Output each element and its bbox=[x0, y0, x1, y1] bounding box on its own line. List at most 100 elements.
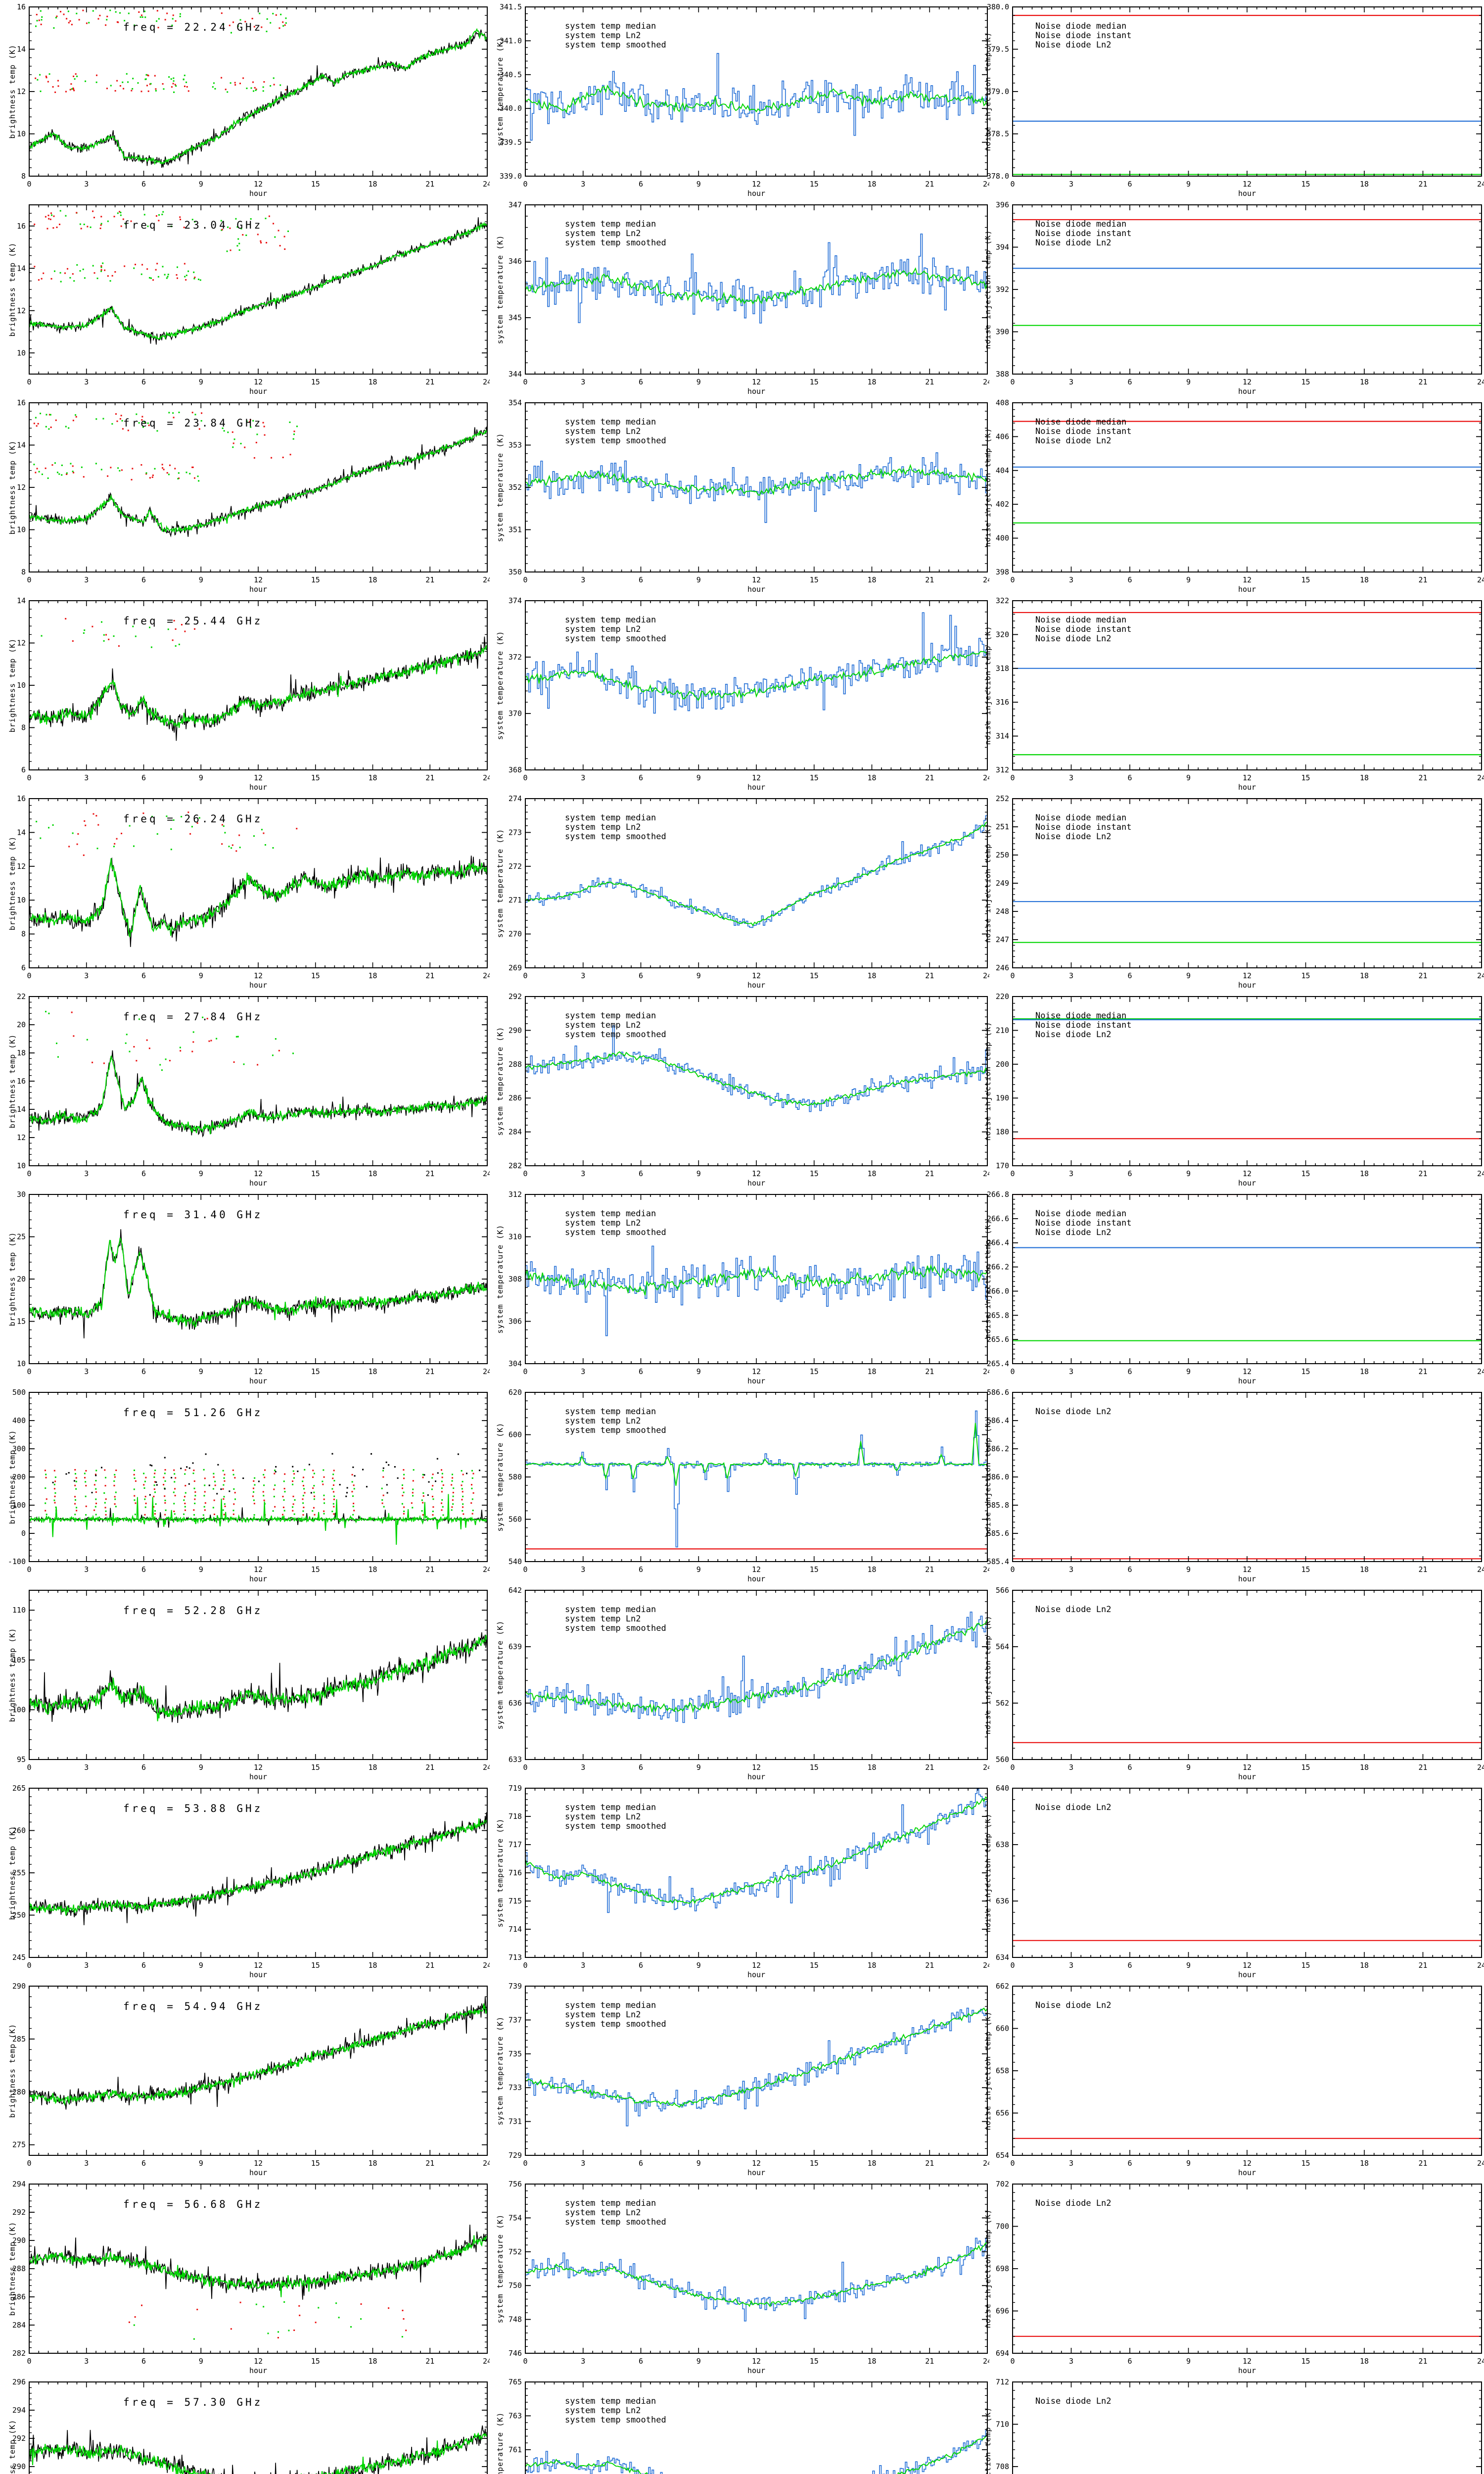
plot-area bbox=[525, 1245, 987, 1336]
x-tick-label: 21 bbox=[1418, 1565, 1427, 1574]
x-axis-label: hour bbox=[1238, 1377, 1256, 1385]
x-tick-label: 15 bbox=[1301, 971, 1310, 980]
legend-system-temp-ln2: system temp Ln2 bbox=[565, 1416, 641, 1426]
x-tick-label: 0 bbox=[1010, 378, 1015, 386]
x-tick-label: 24 bbox=[983, 1367, 989, 1376]
x-tick-label: 3 bbox=[1069, 2159, 1073, 2168]
y-axis-label: brightness temp (K) bbox=[8, 1232, 17, 1327]
x-tick-label: 6 bbox=[639, 2357, 643, 2366]
x-tick-label: 0 bbox=[523, 180, 527, 189]
x-tick-label: 9 bbox=[199, 378, 203, 386]
y-tick-label: 10 bbox=[17, 681, 26, 690]
y-tick-label: 260 bbox=[12, 1826, 26, 1835]
y-tick-label: 274 bbox=[509, 794, 522, 803]
y-tick-label: 306 bbox=[509, 1317, 522, 1326]
x-tick-label: 21 bbox=[1418, 971, 1427, 980]
y-tick-label: 16 bbox=[17, 794, 26, 803]
freq-title: freq = 22.24 GHz bbox=[123, 21, 263, 33]
row-6-right-plot: Noise diode median Noise diode instant Noi… bbox=[985, 990, 1484, 1188]
legend-noise-diode-ln2: Noise diode Ln2 bbox=[1035, 1803, 1112, 1812]
x-tick-label: 0 bbox=[1010, 180, 1015, 189]
legend-system-temp-median: system temp median bbox=[565, 1605, 656, 1615]
row-5-left-plot: freq = 26.24 GHz 0 3 6 9 12 15 18 21 24 6 8 10 12 14 16… bbox=[0, 792, 490, 990]
x-tick-label: 12 bbox=[1243, 2159, 1252, 2168]
plot-area bbox=[525, 2004, 987, 2127]
x-tick-label: 12 bbox=[254, 180, 263, 189]
row-11-left-svg: freq = 54.94 GHz 0 3 6 9 12 15 18 21 24 275 280 285 2… bbox=[8, 1982, 490, 2177]
row-6-left-plot: freq = 27.84 GHz 0 3 6 9 12 15 18 21 24 10 12 14 16 18… bbox=[0, 990, 490, 1188]
y-tick-label: 717 bbox=[509, 1840, 522, 1849]
y-tick-label: 379.5 bbox=[987, 45, 1009, 54]
x-tick-label: 24 bbox=[483, 1169, 490, 1178]
legend-noise-diode-ln2: Noise diode Ln2 bbox=[1035, 436, 1112, 446]
x-tick-label: 18 bbox=[867, 1169, 876, 1178]
row-12-right-svg: Noise diode Ln2 0 3 6 9 12 15 18 21 24 694 696 698 70… bbox=[985, 2180, 1484, 2375]
y-tick-label: 350 bbox=[509, 568, 522, 576]
legend-system-temp-ln2: system temp Ln2 bbox=[565, 427, 641, 436]
row-13-mid-plot: system temp median system temp Ln2 system … bbox=[495, 2375, 989, 2474]
x-tick-label: 3 bbox=[581, 2159, 585, 2168]
x-axis-label: hour bbox=[249, 1179, 267, 1188]
y-axis-label: brightness temp (K) bbox=[8, 45, 17, 139]
y-tick-label: 6 bbox=[21, 765, 26, 774]
y-tick-label: 714 bbox=[509, 1925, 522, 1934]
plot-area bbox=[29, 2425, 487, 2474]
x-tick-label: 18 bbox=[1360, 180, 1369, 189]
x-tick-label: 12 bbox=[1243, 1565, 1252, 1574]
y-tick-label: 294 bbox=[12, 2180, 26, 2189]
x-tick-label: 21 bbox=[1418, 1961, 1427, 1970]
x-tick-label: 12 bbox=[1243, 1961, 1252, 1970]
x-tick-label: 24 bbox=[1477, 1961, 1484, 1970]
plot-area bbox=[29, 1010, 487, 1138]
y-tick-label: 642 bbox=[509, 1586, 522, 1595]
y-tick-label: 566 bbox=[996, 1586, 1009, 1595]
y-tick-label: 8 bbox=[21, 172, 26, 181]
y-axis-label: system temperature (K) bbox=[496, 1423, 505, 1532]
x-tick-label: 21 bbox=[425, 971, 434, 980]
y-tick-label: 14 bbox=[17, 828, 26, 837]
plot-area bbox=[29, 1997, 487, 2110]
legend-system-temp-smoothed: system temp smoothed bbox=[565, 40, 666, 50]
y-tick-label: 10 bbox=[17, 1359, 26, 1368]
x-tick-label: 3 bbox=[1069, 1565, 1073, 1574]
row-12-left-plot: freq = 56.68 GHz 0 3 6 9 12 15 18 21 24 282 284 286 2… bbox=[0, 2177, 490, 2375]
x-tick-label: 3 bbox=[581, 2357, 585, 2366]
x-tick-label: 24 bbox=[1477, 1169, 1484, 1178]
x-tick-label: 21 bbox=[925, 2357, 934, 2366]
x-tick-label: 15 bbox=[810, 773, 819, 782]
y-tick-label: 620 bbox=[509, 1388, 522, 1397]
row-3-left-svg: freq = 23.84 GHz 0 3 6 9 12 15 18 21 24 8 10 12 14 16 h… bbox=[8, 398, 490, 594]
legend-noise-diode-median: Noise diode median bbox=[1035, 813, 1126, 823]
y-tick-label: 272 bbox=[509, 862, 522, 871]
row-9-mid-plot: system temp median system temp Ln2 system … bbox=[495, 1583, 989, 1781]
y-tick-label: 763 bbox=[509, 2411, 522, 2420]
row-11-right-svg: Noise diode Ln2 0 3 6 9 12 15 18 21 24 654 656 658 66… bbox=[985, 1982, 1484, 2177]
x-tick-label: 15 bbox=[1301, 1169, 1310, 1178]
x-tick-label: 12 bbox=[254, 1565, 263, 1574]
x-tick-label: 18 bbox=[867, 2357, 876, 2366]
y-tick-label: 374 bbox=[509, 596, 522, 605]
x-tick-label: 6 bbox=[141, 1169, 146, 1178]
x-tick-label: 0 bbox=[1010, 1961, 1015, 1970]
x-tick-label: 15 bbox=[810, 180, 819, 189]
x-tick-label: 21 bbox=[1418, 2159, 1427, 2168]
plot-row-13-57.30: freq = 57.30 GHz036912151821242842862882… bbox=[0, 2375, 1484, 2474]
y-tick-label: 765 bbox=[509, 2378, 522, 2386]
y-tick-label: 562 bbox=[996, 1699, 1009, 1708]
y-tick-label: 713 bbox=[509, 1953, 522, 1962]
legend-system-temp-smoothed: system temp smoothed bbox=[565, 2415, 666, 2425]
x-tick-label: 12 bbox=[254, 1169, 263, 1178]
y-tick-label: 585.8 bbox=[987, 1501, 1009, 1510]
y-axis-label: noise injection temp (K) bbox=[985, 230, 992, 349]
x-tick-label: 6 bbox=[141, 1763, 146, 1772]
x-tick-label: 15 bbox=[311, 378, 320, 386]
y-tick-label: 729 bbox=[509, 2151, 522, 2160]
x-tick-label: 0 bbox=[523, 575, 527, 584]
plot-area bbox=[1013, 219, 1482, 326]
x-tick-label: 9 bbox=[696, 2159, 701, 2168]
x-tick-label: 24 bbox=[983, 2357, 989, 2366]
y-axis-label: system temperature (K) bbox=[496, 1818, 505, 1928]
y-tick-label: 248 bbox=[996, 907, 1009, 916]
